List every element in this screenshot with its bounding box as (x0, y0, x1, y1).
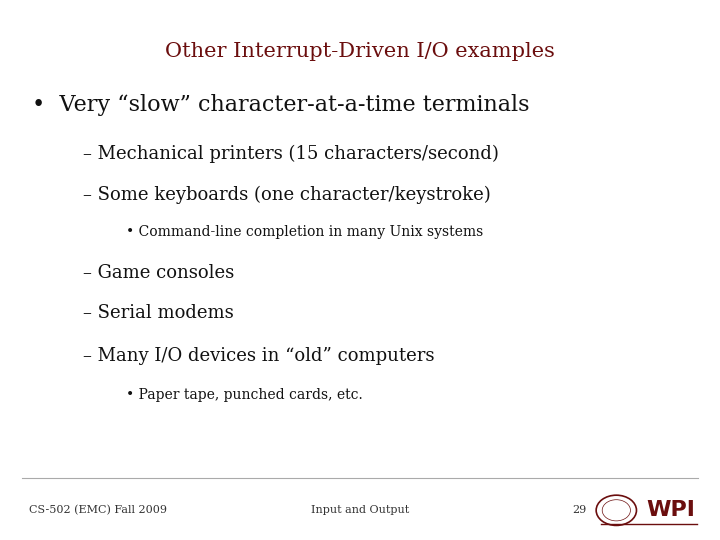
Text: •  Very “slow” character-at-a-time terminals: • Very “slow” character-at-a-time termin… (32, 94, 530, 116)
Text: 29: 29 (572, 505, 587, 515)
Text: Input and Output: Input and Output (311, 505, 409, 515)
Text: WPI: WPI (646, 500, 695, 521)
Text: – Serial modems: – Serial modems (83, 304, 233, 322)
Text: • Paper tape, punched cards, etc.: • Paper tape, punched cards, etc. (126, 388, 363, 402)
Text: – Some keyboards (one character/keystroke): – Some keyboards (one character/keystrok… (83, 185, 490, 204)
Text: Other Interrupt-Driven I/O examples: Other Interrupt-Driven I/O examples (165, 42, 555, 61)
Text: CS-502 (EMC) Fall 2009: CS-502 (EMC) Fall 2009 (29, 505, 167, 516)
Text: • Command-line completion in many Unix systems: • Command-line completion in many Unix s… (126, 225, 483, 239)
Text: – Mechanical printers (15 characters/second): – Mechanical printers (15 characters/sec… (83, 145, 499, 163)
Text: – Many I/O devices in “old” computers: – Many I/O devices in “old” computers (83, 347, 434, 366)
Text: – Game consoles: – Game consoles (83, 264, 234, 282)
